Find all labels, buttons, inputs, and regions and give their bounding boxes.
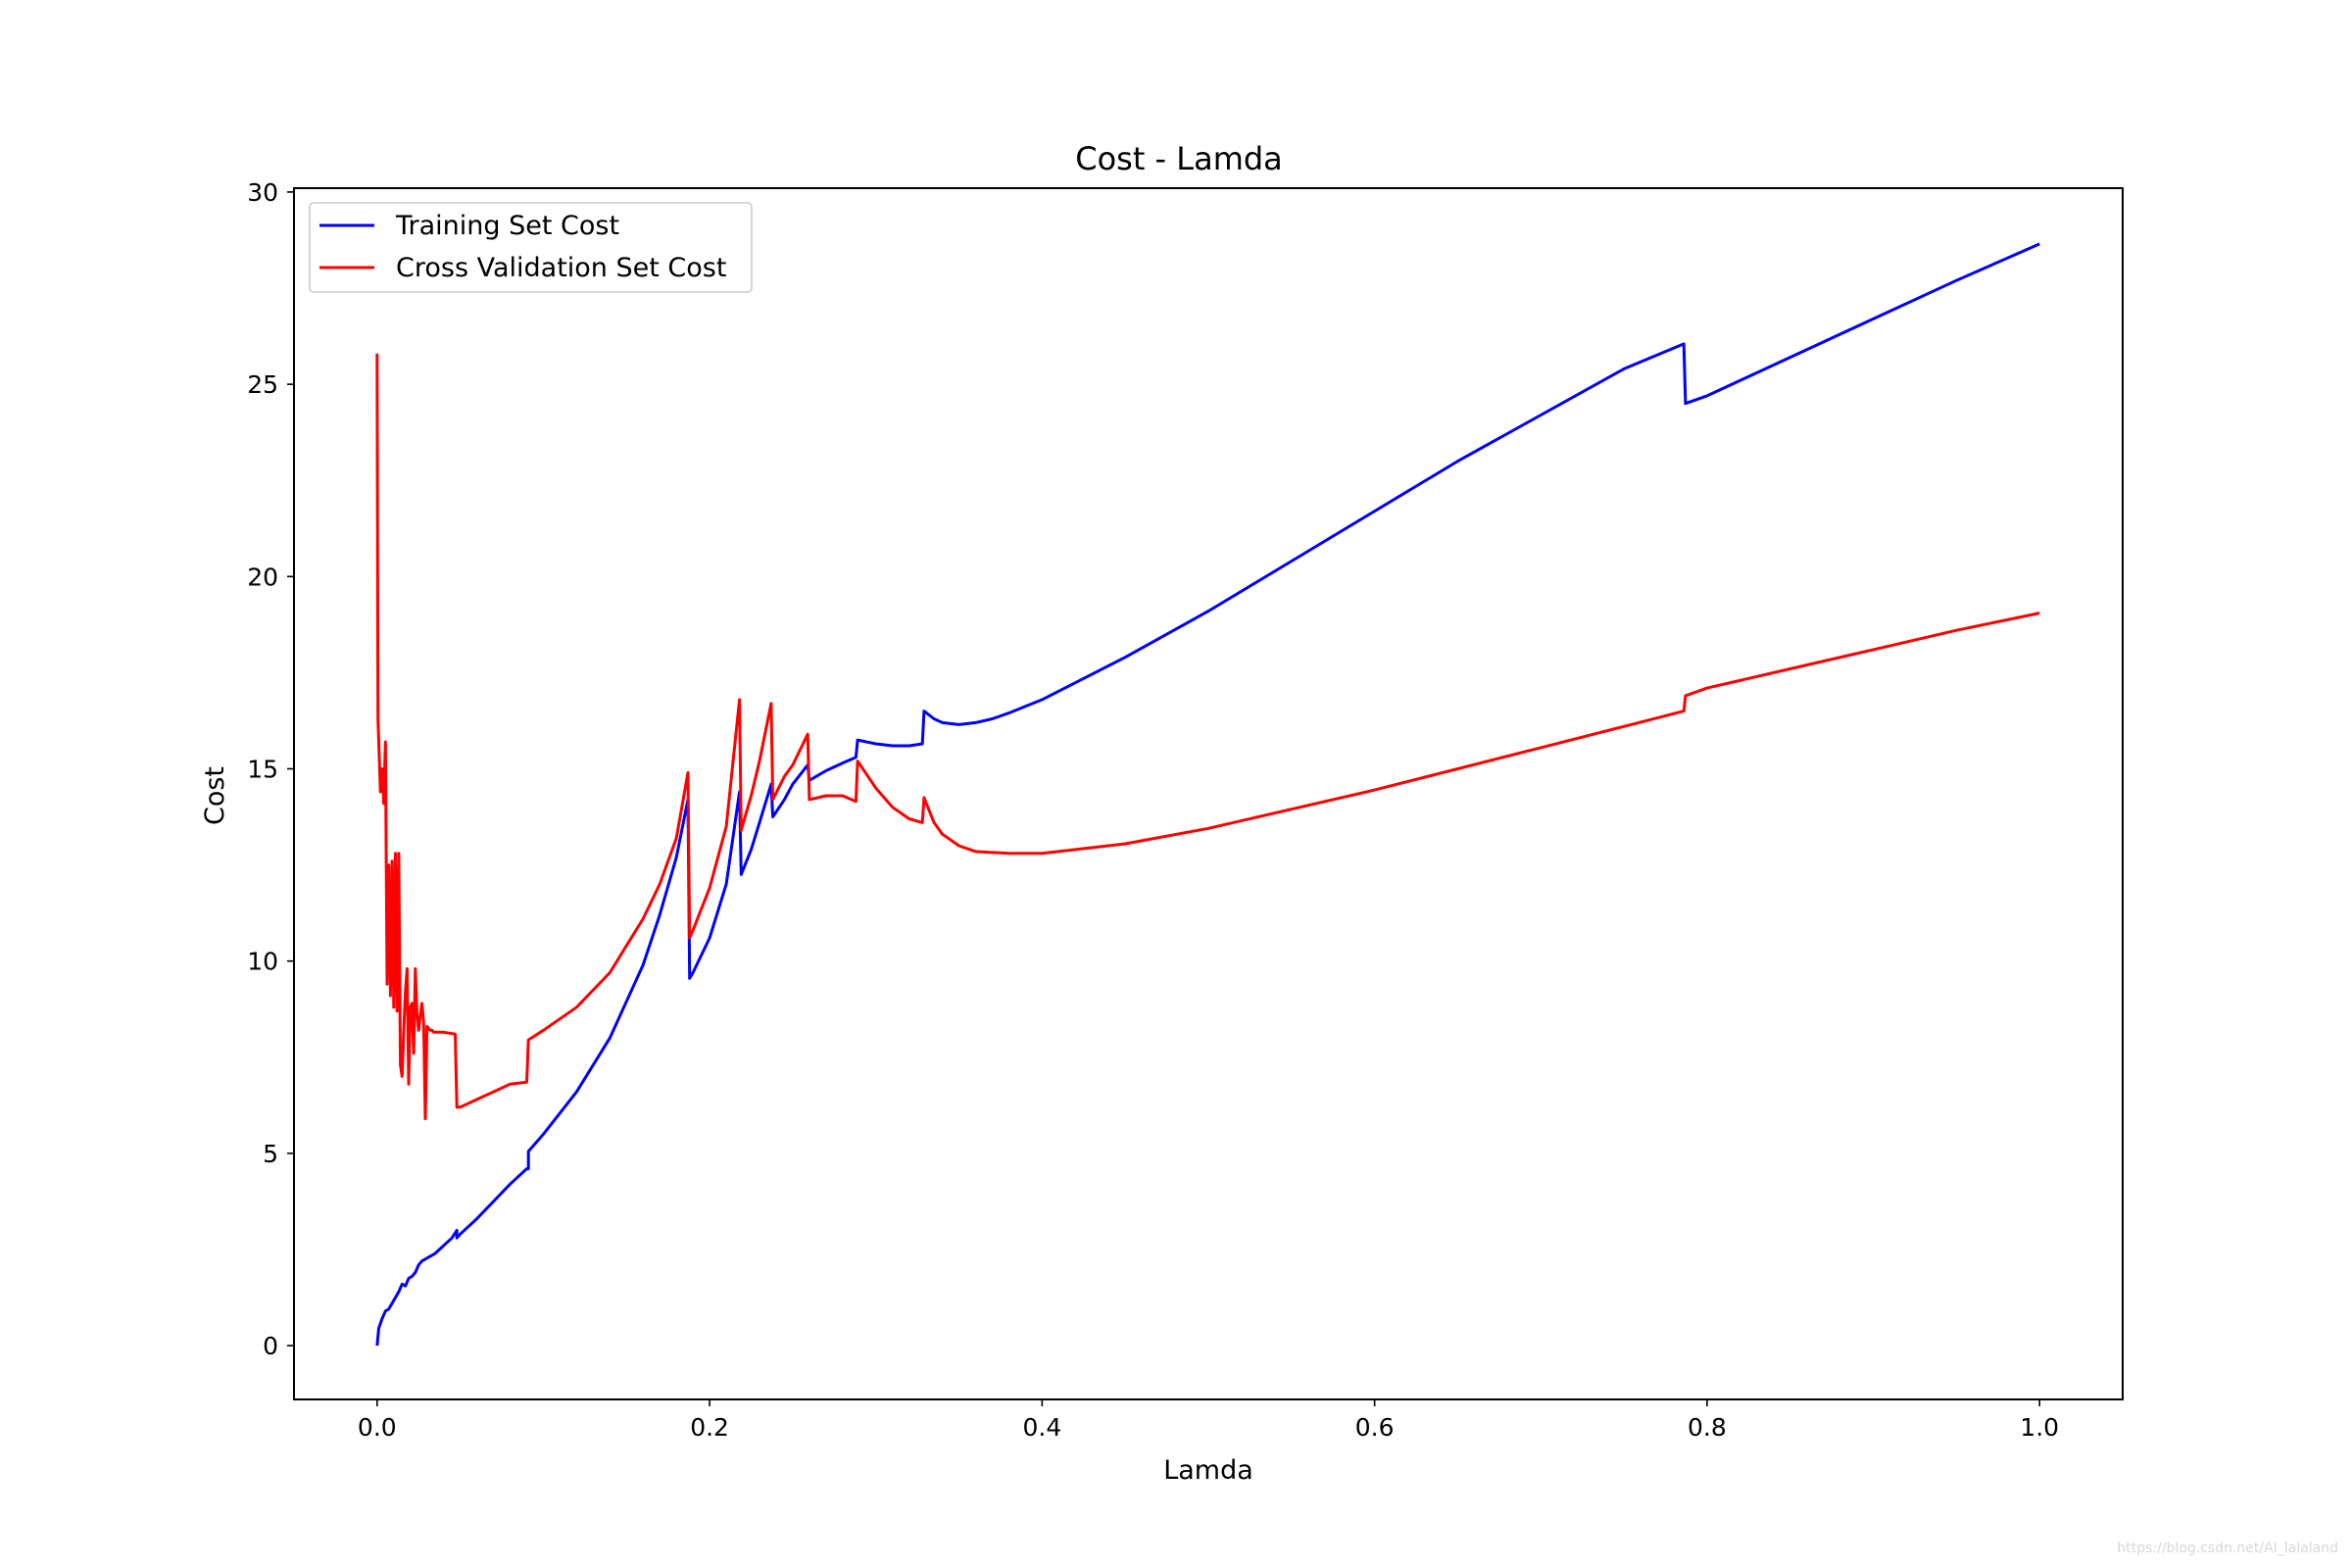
y-axis-ticks: 0 5 10 15 20 25 30 [247,178,294,1360]
y-tick-label: 15 [247,755,278,783]
plot-area [293,187,2124,1400]
y-tick-label: 20 [247,563,278,591]
y-tick-label: 30 [247,178,278,207]
x-tick-label: 0.4 [1022,1413,1061,1442]
x-tick-label: 0.0 [358,1413,397,1442]
x-tick-label: 0.2 [690,1413,729,1442]
legend: Training Set Cost Cross Validation Set Co… [309,202,753,293]
y-tick-label: 0 [263,1332,278,1360]
x-axis-ticks: 0.0 0.2 0.4 0.6 0.8 1.0 [358,1399,2059,1442]
y-tick-label: 5 [263,1140,278,1168]
plot-frame [293,187,2124,1400]
x-tick-label: 0.8 [1688,1413,1727,1442]
watermark-text: https://blog.csdn.net/AI_lalaland [2117,1541,2338,1556]
series-line-2 [375,353,2040,1121]
x-axis-label: Lamda [1163,1455,1253,1486]
legend-label-1: Training Set Cost [395,211,619,241]
legend-box [309,202,753,293]
y-tick-label: 25 [247,370,278,399]
x-tick-label: 0.6 [1355,1413,1395,1442]
legend-label-2: Cross Validation Set Cost [396,253,726,283]
x-tick-label: 1.0 [2020,1413,2059,1442]
series-line-1 [375,242,2040,1347]
y-tick-label: 10 [247,948,278,976]
y-axis-label: Cost [200,766,230,825]
chart-title: Cost - Lamda [1075,140,1283,177]
